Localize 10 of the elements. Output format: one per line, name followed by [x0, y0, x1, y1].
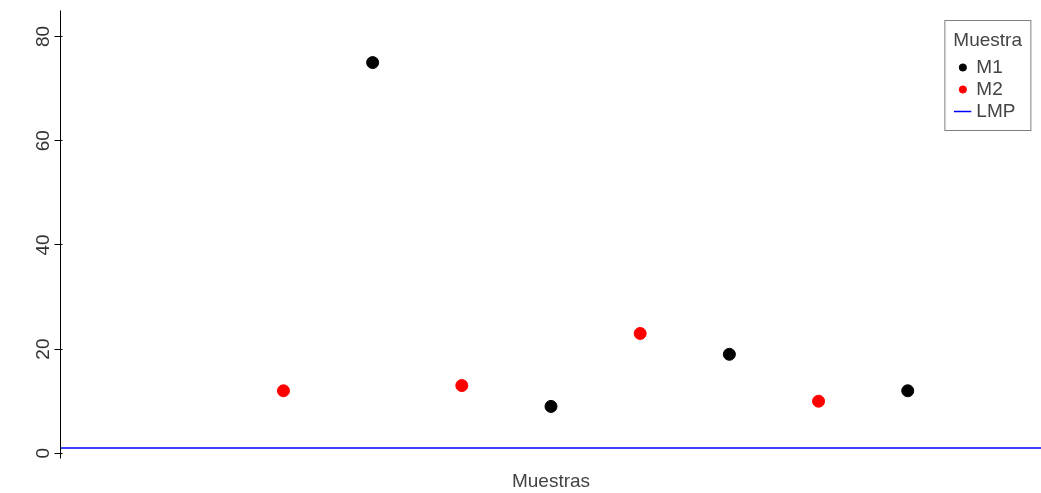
legend-label: LMP: [976, 100, 1016, 122]
legend-label: M2: [976, 78, 1003, 100]
y-tick-label: 20: [32, 338, 54, 360]
x-axis-title: Muestras: [511, 469, 591, 491]
y-tick-label: 0: [32, 448, 54, 459]
legend-label: M1: [976, 56, 1003, 78]
y-tick-label: 80: [32, 25, 54, 48]
y-tick-label: 60: [32, 130, 54, 152]
legend-title: Muestra: [953, 29, 1022, 51]
y-tick-label: 40: [32, 234, 54, 256]
